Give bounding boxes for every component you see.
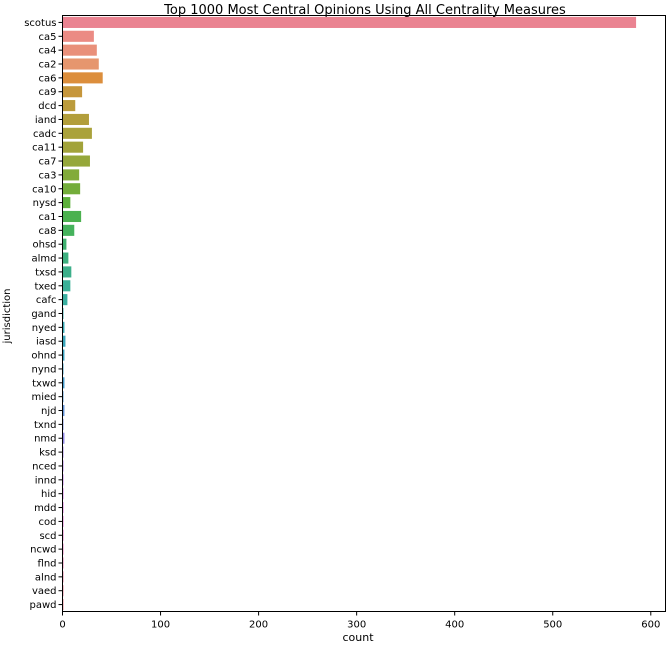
y-tick-label: txsd <box>35 267 56 278</box>
bar-ca4 <box>62 44 97 56</box>
y-tick-label: ca5 <box>39 32 57 43</box>
bar-ca9 <box>62 86 83 98</box>
x-tick-label: 0 <box>59 620 65 631</box>
bar-cadc <box>62 127 92 139</box>
bar-ca5 <box>62 30 94 42</box>
bar-txwd <box>62 377 65 389</box>
y-tick-label: ca1 <box>39 212 57 223</box>
y-tick-label: vaed <box>32 586 57 597</box>
y-tick-label: cadc <box>33 129 56 140</box>
y-tick-label: innd <box>35 475 57 486</box>
bar-ca6 <box>62 72 103 84</box>
y-tick-label: cod <box>39 517 57 528</box>
bar-ca10 <box>62 183 81 195</box>
x-tick-label: 400 <box>445 620 464 631</box>
y-tick-label: nynd <box>32 364 57 375</box>
bar-ca2 <box>62 58 99 70</box>
y-tick-label: iand <box>35 115 57 126</box>
bar-almd <box>62 252 69 264</box>
x-tick-label: 300 <box>347 620 366 631</box>
bar-ca11 <box>62 141 84 153</box>
bar-cafc <box>62 294 68 306</box>
x-tick-label: 600 <box>641 620 660 631</box>
y-tick-label: alnd <box>35 572 57 583</box>
y-axis-label: jurisdiction <box>2 289 13 345</box>
bar-ca8 <box>62 224 75 236</box>
bar-ohnd <box>62 349 65 361</box>
y-tick-label: ca2 <box>39 60 57 71</box>
y-tick-label: almd <box>32 254 57 265</box>
y-tick-label: ca6 <box>39 73 57 84</box>
y-tick-label: ca10 <box>32 184 56 195</box>
y-tick-label: txwd <box>32 378 56 389</box>
y-tick-label: ncwd <box>30 545 56 556</box>
y-tick-label: ca4 <box>39 46 57 57</box>
y-tick-label: ksd <box>39 448 56 459</box>
chart-title: Top 1000 Most Central Opinions Using All… <box>163 3 566 18</box>
bar-dcd <box>62 100 76 112</box>
x-tick-label: 200 <box>249 620 268 631</box>
y-tick-label: txnd <box>34 420 57 431</box>
x-tick-label: 500 <box>543 620 562 631</box>
bar-scotus <box>62 16 637 28</box>
y-tick-label: ca7 <box>39 157 57 168</box>
bar-ca3 <box>62 169 80 181</box>
y-tick-label: mdd <box>34 503 56 514</box>
y-tick-label: ca3 <box>39 170 57 181</box>
bar-nyed <box>62 321 65 333</box>
x-tick-label: 100 <box>151 620 170 631</box>
y-tick-label: njd <box>41 406 56 417</box>
bar-iasd <box>62 335 66 347</box>
y-tick-label: hid <box>41 489 56 500</box>
y-tick-label: mied <box>31 392 56 403</box>
y-tick-label: cafc <box>36 295 57 306</box>
bar-ca7 <box>62 155 90 167</box>
y-tick-label: scotus <box>24 18 56 29</box>
bar-txsd <box>62 266 72 278</box>
bar-ohsd <box>62 238 67 250</box>
y-tick-label: scd <box>39 531 56 542</box>
bar-ca1 <box>62 210 82 223</box>
x-axis-label: count <box>342 631 374 644</box>
y-tick-label: ohsd <box>32 240 56 251</box>
bar-njd <box>62 404 65 417</box>
y-tick-label: nced <box>32 461 56 472</box>
y-tick-label: gand <box>31 309 56 320</box>
y-tick-label: flnd <box>38 558 57 569</box>
y-tick-label: ohnd <box>31 351 56 362</box>
plot-frame <box>62 15 666 612</box>
y-tick-label: ca11 <box>32 143 56 154</box>
bar-txed <box>62 280 71 292</box>
y-tick-label: txed <box>34 281 56 292</box>
bar-nysd <box>62 197 71 209</box>
y-tick-label: ca8 <box>39 226 57 237</box>
y-tick-label: ca9 <box>39 87 57 98</box>
y-tick-label: dcd <box>38 101 56 112</box>
y-tick-label: nyed <box>32 323 57 334</box>
y-tick-label: nysd <box>33 198 57 209</box>
y-tick-label: nmd <box>34 434 56 445</box>
y-tick-label: pawd <box>29 600 56 611</box>
bar-iand <box>62 113 89 125</box>
y-tick-label: iasd <box>36 337 56 348</box>
bar-nmd <box>62 432 65 444</box>
